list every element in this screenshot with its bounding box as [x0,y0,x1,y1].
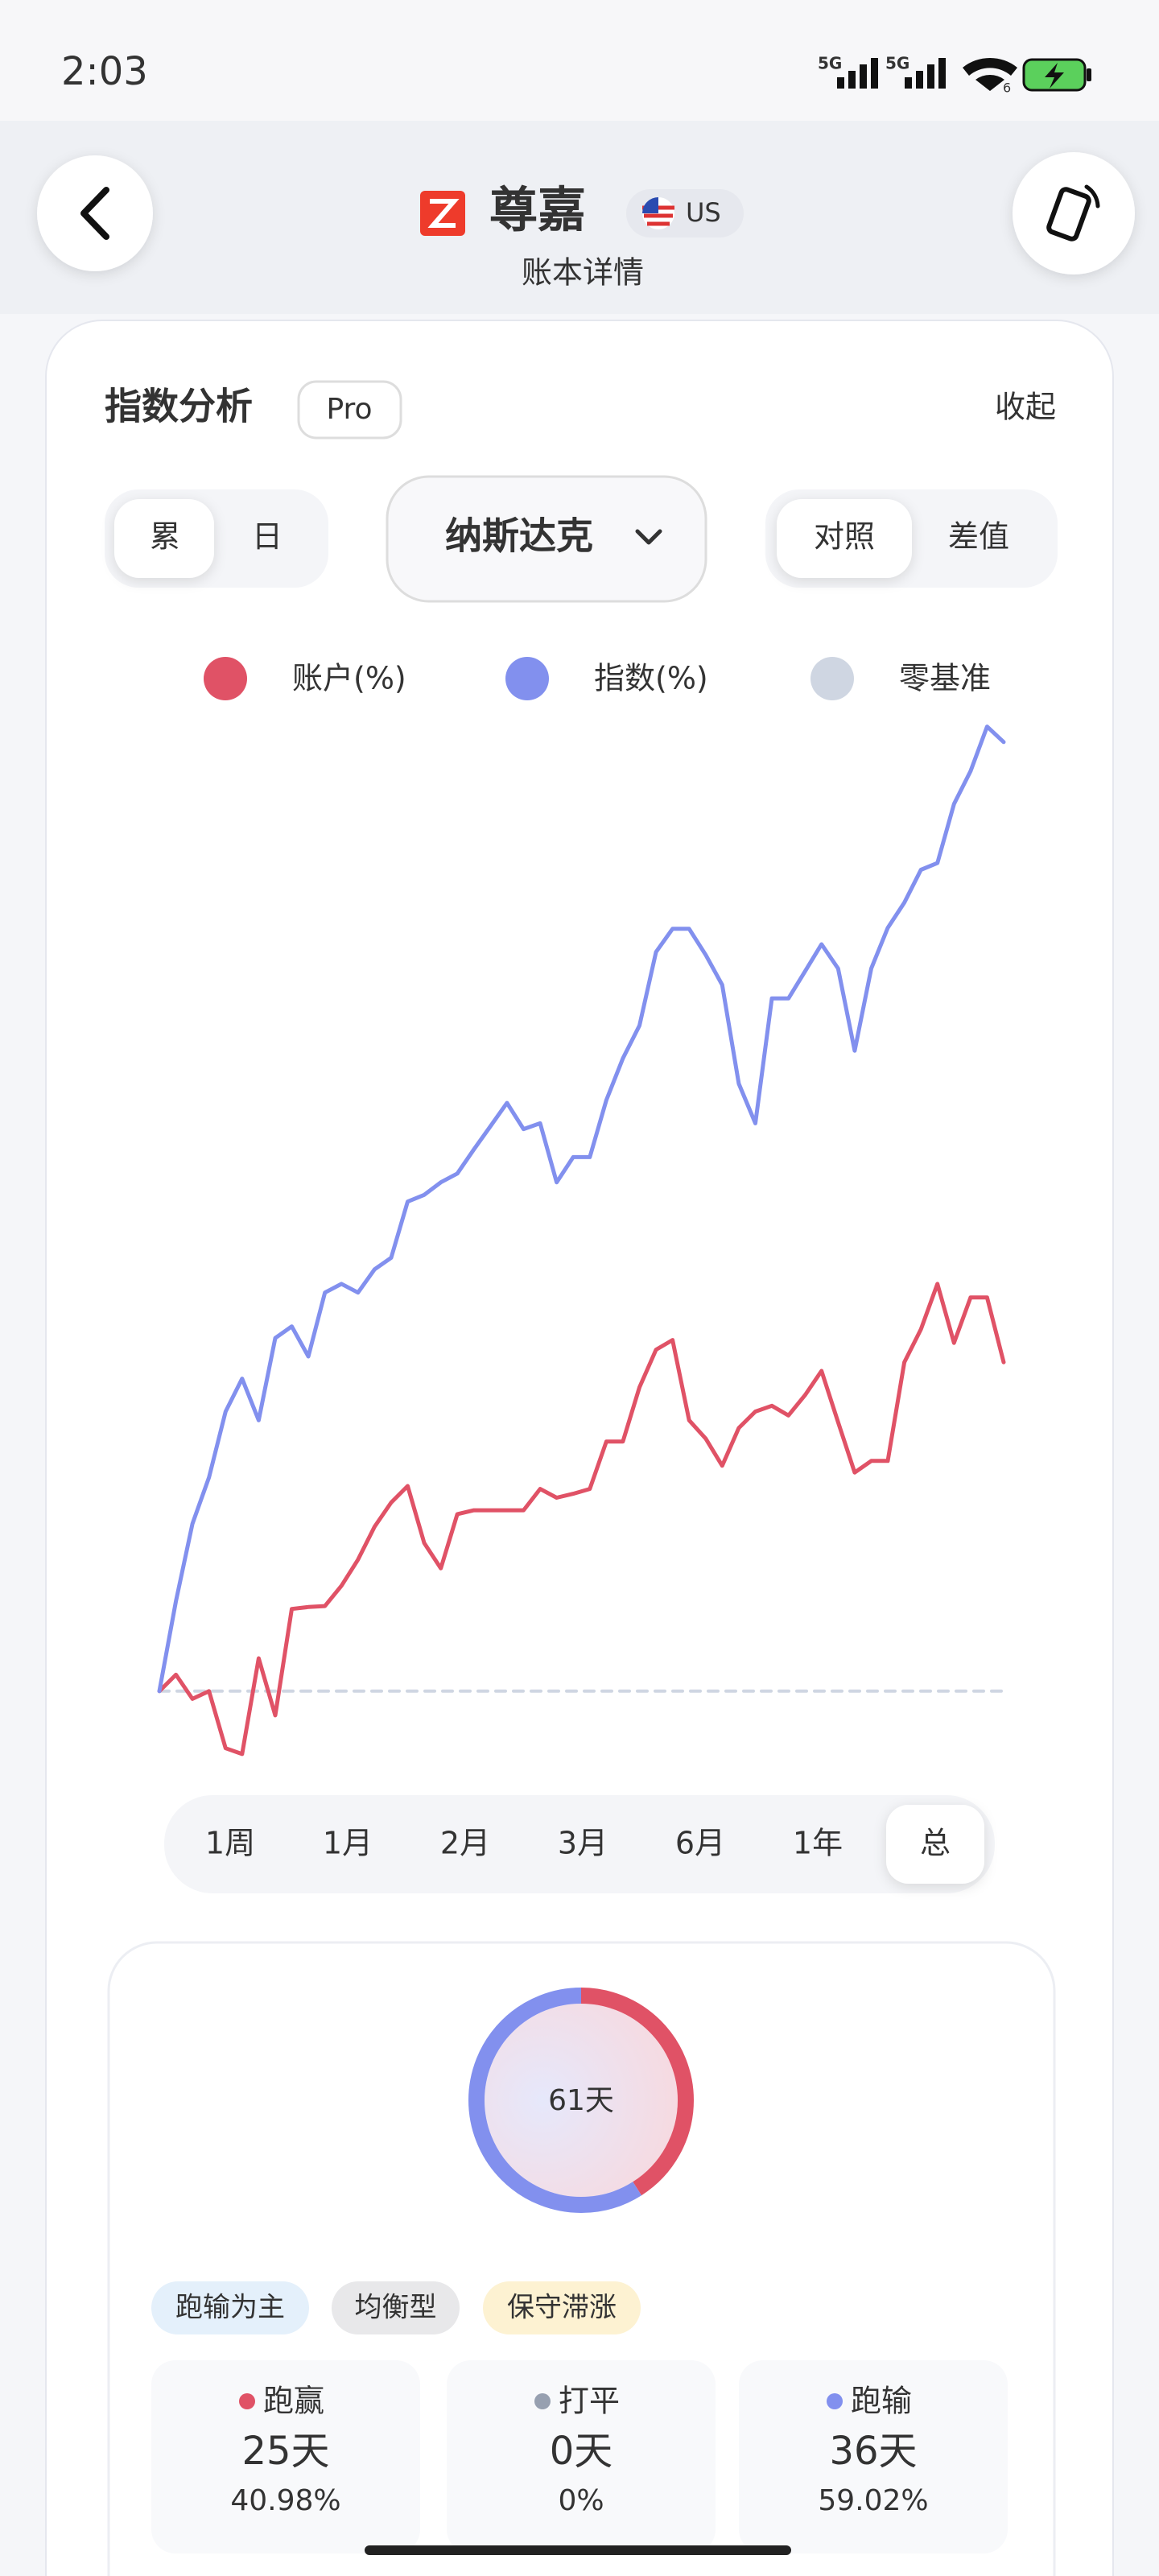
us-flag [642,197,674,229]
period-tab[interactable]: 2月 [440,1826,490,1861]
tag-label: 均衡型 [355,2292,437,2324]
stat-box [739,2360,1008,2553]
stat-box [447,2360,716,2553]
stat-name: 跑赢 [263,2384,324,2419]
series-line [157,724,1006,1694]
period-tab[interactable]: 1月 [323,1826,373,1861]
period-selector [164,1795,995,1893]
network-label: 5G [885,54,909,73]
stat-box [151,2360,420,2553]
tag-label: 跑输为主 [175,2292,285,2324]
share-button[interactable] [1013,152,1135,275]
legend-swatch [810,657,854,700]
mode-tab[interactable]: 累 [150,519,180,555]
stat-dot [534,2393,551,2409]
stats: 跑赢 25天 40.98% 打平 0天 0% 跑输 36天 59.02% [151,2360,1008,2553]
legend-label: 零基准 [899,661,991,696]
stat-dot [239,2393,255,2409]
pro-label: Pro [326,393,372,426]
pro-badge [297,380,402,440]
legend-swatch [204,657,247,700]
stat-percent: 0% [558,2484,604,2517]
view-tab[interactable]: 对照 [814,519,875,555]
wifi-label: 6 [1003,80,1011,96]
collapse-button[interactable]: 收起 [995,390,1056,425]
stat-days: 0天 [550,2429,613,2474]
period-tabs: 1周 1月 2月 3月 6月 1年 总 [205,1805,984,1884]
mode-tab[interactable]: 日 [252,519,283,555]
legend-label: 账户(%) [292,661,406,696]
header-subtitle: 账本详情 [522,255,644,291]
back-button[interactable] [37,155,153,271]
stat-days: 36天 [829,2429,917,2474]
chart: 账户(%) 指数(%) 零基准 [157,657,1006,1757]
tag [151,2281,309,2334]
tag-label: 保守滞涨 [507,2292,617,2324]
view-tab-selected [777,499,912,578]
tag [332,2281,460,2334]
legend-label: 指数(%) [594,661,708,696]
period-selected [886,1805,984,1884]
status-bar-bg [0,0,1159,121]
stat-percent: 40.98% [230,2484,340,2517]
donut-total: 61天 [548,2084,614,2117]
panel-title: 指数分析 [105,385,253,428]
period-tab[interactable]: 3月 [558,1826,608,1861]
period-tab[interactable]: 6月 [675,1826,725,1861]
index-select-label: 纳斯达克 [445,514,593,558]
view-tab[interactable]: 差值 [948,519,1009,555]
status-icons: 5G 5G 6 [818,54,1091,96]
stat-percent: 59.02% [818,2484,928,2517]
network-label: 5G [818,54,842,73]
series-line [157,1282,1006,1757]
region-label: US [686,197,721,228]
header-title: 尊嘉 [489,183,586,239]
broker-logo [420,191,465,236]
stat-name: 跑输 [851,2384,912,2419]
period-tab[interactable]: 1周 [205,1826,255,1861]
stat-name: 打平 [559,2384,620,2419]
legend-swatch [505,657,549,700]
stat-days: 25天 [241,2429,329,2474]
period-tab[interactable]: 1年 [793,1826,843,1861]
header-bg [0,121,1159,314]
index-dropdown[interactable] [386,475,707,603]
tag [483,2281,641,2334]
donut [468,1988,694,2213]
tags: 跑输为主 均衡型 保守滞涨 [151,2281,641,2334]
donut-center [485,2004,678,2197]
mode-tab-selected [114,499,214,578]
home-indicator [365,2545,791,2555]
stat-dot [827,2393,843,2409]
period-tab[interactable]: 总 [920,1826,951,1861]
time: 2:03 [61,49,148,94]
donut-segment [468,1988,694,2213]
